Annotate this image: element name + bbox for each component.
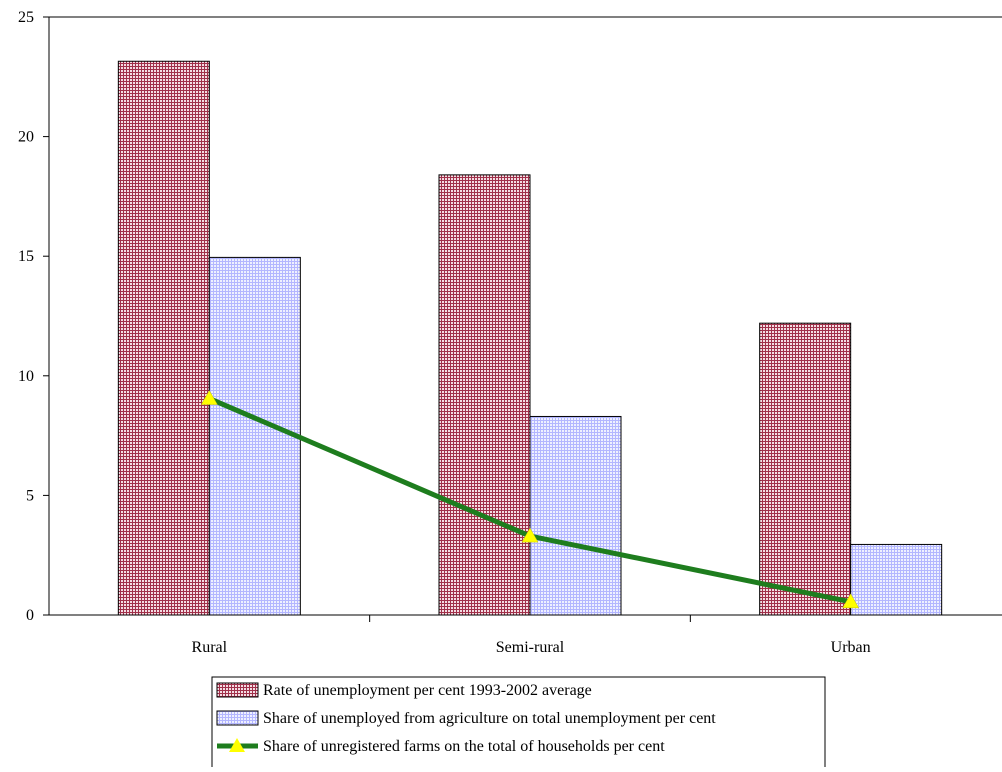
y-tick-label: 0 <box>26 607 34 624</box>
y-tick-label: 20 <box>18 129 34 146</box>
y-axis: 0 5 10 15 20 25 <box>18 9 49 624</box>
bar-agriculture-share-urban <box>850 543 943 616</box>
y-tick-label: 5 <box>26 487 34 504</box>
marker-unregistered-farms-rural <box>200 390 218 405</box>
legend-label: Share of unemployed from agriculture on … <box>263 710 716 727</box>
legend-swatch-unemployment-rate <box>216 682 259 698</box>
bar-unemployment-rate-urban <box>759 322 852 616</box>
legend-marker-unregistered-farms <box>229 738 245 752</box>
legend-swatch-agriculture-share <box>216 710 259 726</box>
bar-unemployment-rate-semi-rural <box>438 174 531 616</box>
y-tick-label: 10 <box>18 368 34 385</box>
line-series <box>200 390 860 609</box>
marker-unregistered-farms-urban <box>842 593 860 609</box>
legend-label: Share of unregistered farms on the total… <box>263 738 665 755</box>
legend-label: Rate of unemployment per cent 1993-2002 … <box>263 682 592 699</box>
bar-unemployment-rate-rural <box>117 60 210 616</box>
legend: Rate of unemployment per cent 1993-2002 … <box>211 676 826 771</box>
bar-agriculture-share-rural <box>208 256 301 616</box>
x-tick-label: Semi-rural <box>496 639 565 656</box>
x-axis: Rural Semi-rural Urban <box>192 615 871 656</box>
y-tick-label: 15 <box>18 248 34 265</box>
bar-agriculture-share-semi-rural <box>529 415 622 616</box>
y-tick-label: 25 <box>18 9 34 26</box>
x-tick-label: Rural <box>192 639 228 656</box>
bars <box>117 60 943 616</box>
legend-box <box>211 676 826 771</box>
marker-unregistered-farms-semi-rural <box>521 527 539 543</box>
x-tick-label: Urban <box>831 639 871 656</box>
